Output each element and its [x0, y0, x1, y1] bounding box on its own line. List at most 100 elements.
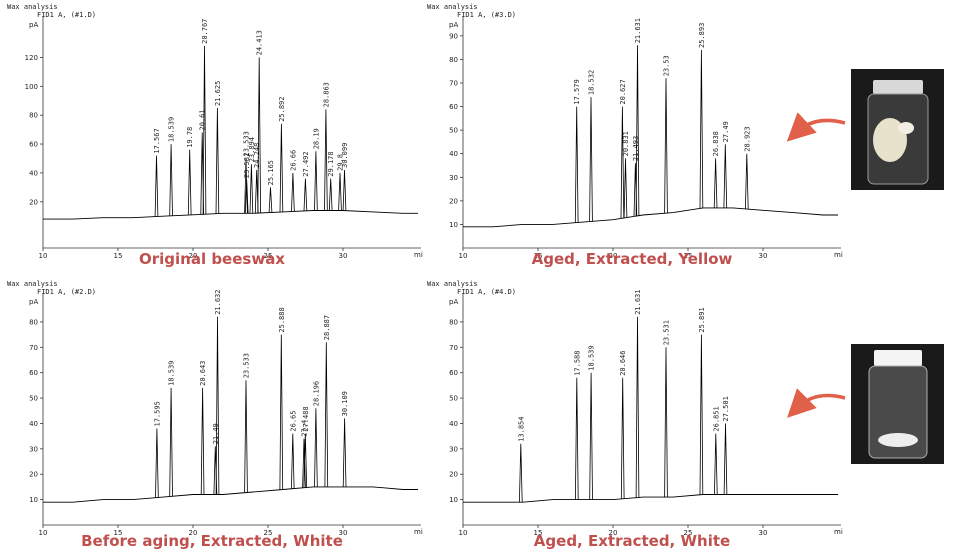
y-tick-label: 20	[29, 198, 38, 206]
peak-label: 13.854	[517, 417, 525, 442]
y-tick-label: 20	[29, 471, 38, 479]
x-tick-label: 25	[684, 529, 693, 537]
peak-label: 18.532	[588, 70, 596, 95]
baseline-trace	[43, 486, 418, 503]
peak-label: 21.625	[214, 81, 222, 106]
x-tick-label: 20	[189, 252, 198, 260]
y-tick-label: 60	[29, 141, 38, 149]
peak	[279, 123, 284, 213]
vial-photo-white	[851, 344, 944, 464]
peak-label: 26.66	[289, 150, 297, 171]
peak	[324, 109, 328, 211]
peak	[664, 78, 668, 214]
x-tick-label: 15	[534, 252, 543, 260]
x-tick-label: 15	[114, 529, 123, 537]
caption: Before aging, Extracted, White	[81, 532, 343, 550]
peak	[338, 172, 342, 211]
y-tick-label: 30	[449, 445, 458, 453]
peak-label: 20.643	[199, 361, 207, 386]
peak	[699, 49, 704, 209]
header: Wax analysis	[427, 3, 478, 11]
y-tick-label: 70	[449, 80, 458, 88]
y-tick-label: 20	[449, 197, 458, 205]
peak	[699, 334, 704, 495]
peak	[244, 380, 248, 493]
x-tick-label: 30	[339, 252, 348, 260]
peak-label: 25.165	[267, 160, 275, 185]
peak	[620, 377, 625, 499]
peak-label: 20.646	[619, 351, 627, 376]
y-tick-label: 80	[29, 112, 38, 120]
peak-label: 27.492	[302, 151, 310, 176]
y-tick-label: 50	[449, 395, 458, 403]
y-tick-label: 50	[449, 127, 458, 135]
x-tick-label: 15	[114, 252, 123, 260]
peak-label: 28.887	[323, 315, 331, 340]
peak	[154, 155, 159, 217]
peak	[257, 57, 261, 214]
caption: Aged, Extracted, White	[534, 532, 730, 550]
y-tick-label: 60	[449, 103, 458, 111]
x-tick-label: 15	[534, 529, 543, 537]
peak-label: 23.53	[663, 55, 671, 76]
x-tick-label: 25	[684, 252, 693, 260]
peak-label: 20.61	[199, 109, 207, 130]
peak-label: 26.838	[712, 131, 720, 156]
axis-frame	[462, 17, 841, 249]
peak-label: 18.539	[168, 361, 176, 386]
peak-label: 17.579	[573, 79, 581, 104]
x-tick-label: 10	[459, 252, 468, 260]
peak	[519, 443, 523, 503]
peak-label: 24.413	[256, 30, 264, 55]
peak	[623, 158, 628, 218]
peak	[302, 438, 306, 488]
peak	[279, 334, 284, 490]
peak-label: 20.831	[622, 131, 630, 156]
peak	[314, 151, 318, 211]
peak-label: 27.4	[301, 420, 309, 437]
y-tick-label: 60	[29, 369, 38, 377]
subheader: FID1 A, (#2.D)	[37, 288, 96, 296]
peak	[249, 164, 254, 214]
x-tick-label: 10	[459, 529, 468, 537]
peak-label: 18.539	[588, 345, 596, 370]
peak-label: 25.888	[278, 307, 286, 332]
x-unit: mi	[834, 251, 843, 259]
y-tick-label: 40	[29, 420, 38, 428]
y-tick-label: 80	[29, 318, 38, 326]
peak-label: 24.248	[253, 143, 261, 168]
peak-label: 17.567	[153, 128, 161, 153]
peak	[169, 387, 173, 497]
peak-label: 28.923	[743, 126, 751, 151]
peak	[635, 316, 640, 498]
arrow	[786, 112, 846, 142]
peak	[187, 149, 192, 216]
y-tick-label: 10	[449, 221, 458, 229]
peak-label: 23.533	[243, 131, 251, 156]
peak-label: 21.49	[212, 423, 220, 444]
peak	[723, 144, 728, 208]
y-tick-label: 60	[449, 369, 458, 377]
y-tick-label: 100	[25, 83, 38, 91]
y-tick-label: 20	[449, 471, 458, 479]
peak-label: 19.78	[186, 127, 194, 148]
peak-label: 23.581	[243, 153, 251, 178]
x-tick-label: 20	[609, 252, 618, 260]
peak-label: 21.631	[634, 18, 642, 43]
y-tick-label: 40	[29, 169, 38, 177]
subheader: FID1 A, (#4.D)	[457, 288, 516, 296]
peak-label: 26.65	[289, 411, 297, 432]
y-tick-label: 70	[29, 344, 38, 352]
x-tick-label: 20	[189, 529, 198, 537]
peak	[303, 178, 308, 211]
x-tick-label: 20	[609, 529, 618, 537]
peak-label: 21.493	[632, 136, 640, 161]
header: Wax analysis	[427, 280, 478, 288]
peak-label: 26.851	[712, 406, 720, 431]
peak-label: 23.894	[248, 137, 256, 162]
axis-frame	[42, 294, 421, 526]
